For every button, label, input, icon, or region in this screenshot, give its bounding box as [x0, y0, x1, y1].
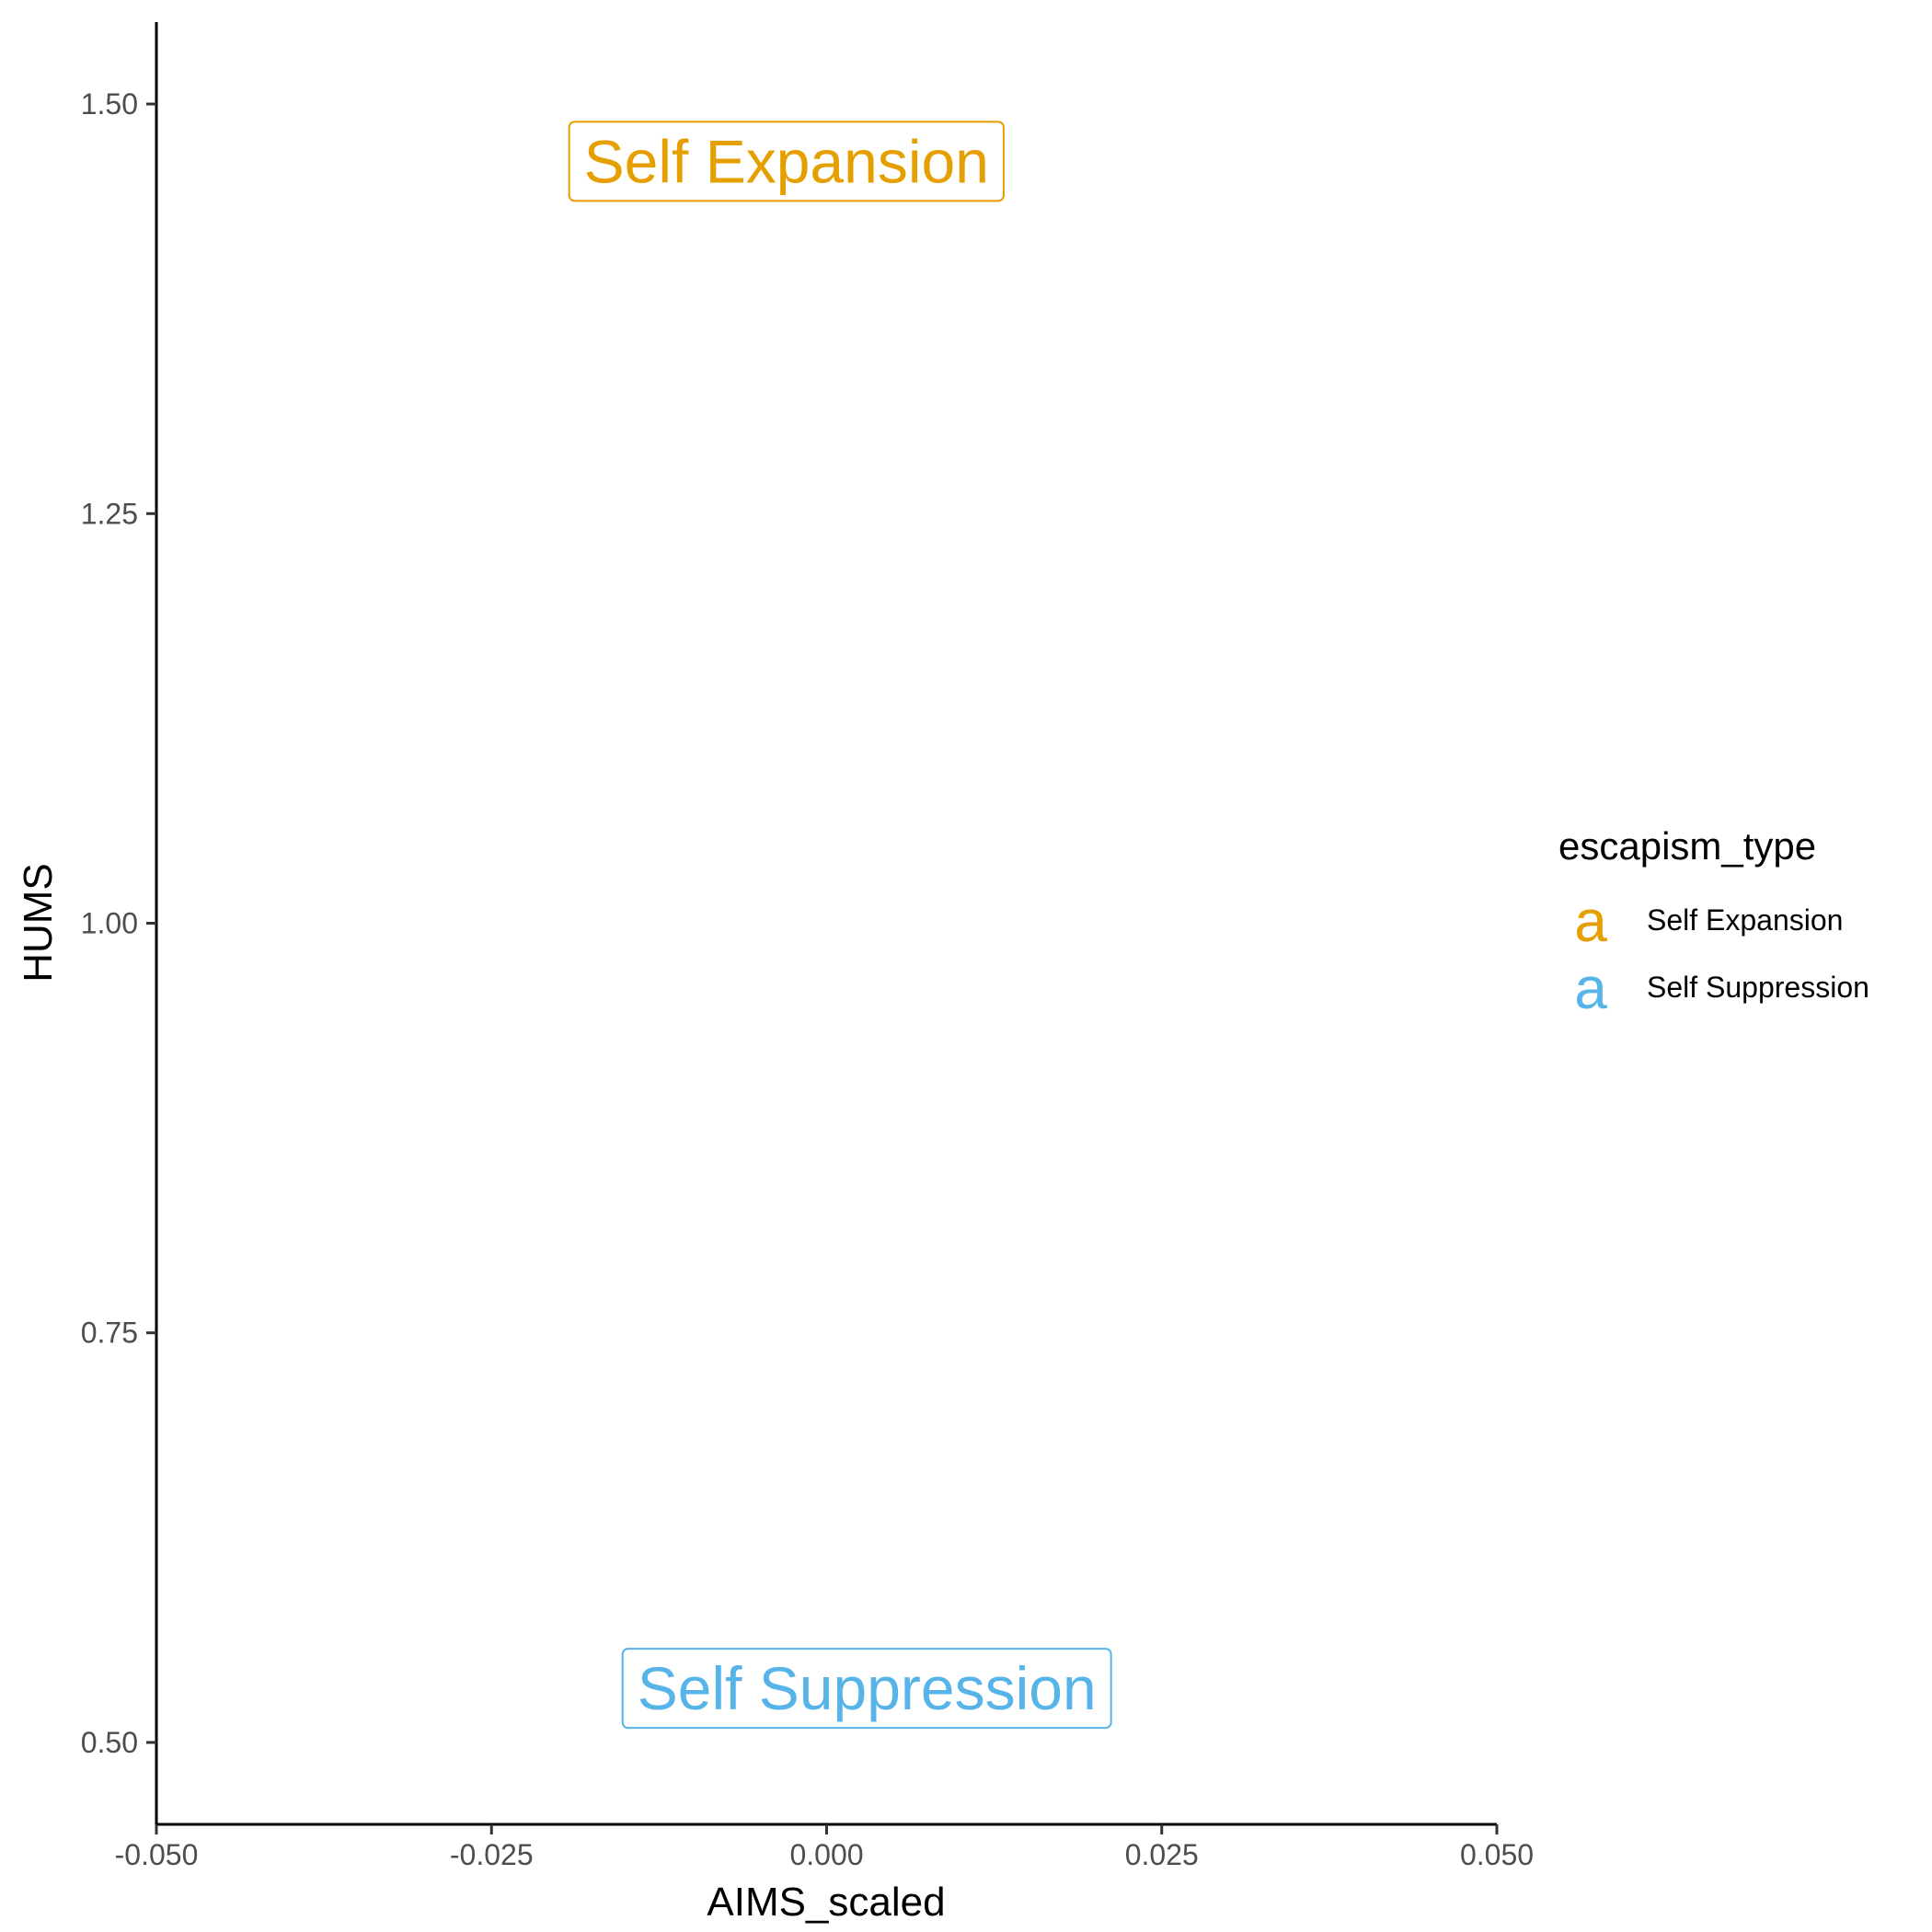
point-label-text: Self Suppression — [638, 1654, 1097, 1722]
point-label-box — [621, 1648, 1112, 1730]
y-axis-ticks: 0.50 0.75 1.00 1.25 1.50 — [81, 87, 156, 1759]
legend-title: escapism_type — [1558, 824, 1816, 868]
plot-area: Self Expansion Self Suppression — [568, 121, 1112, 1730]
legend-key-self-suppression: a — [1574, 955, 1607, 1021]
y-tick-label: 0.75 — [81, 1317, 138, 1350]
y-tick-label: 1.25 — [81, 497, 138, 530]
x-tick-label: 0.025 — [1125, 1838, 1199, 1871]
x-axis-ticks: -0.050 -0.025 0.000 0.025 0.050 — [115, 1824, 1534, 1871]
x-axis-title: AIMS_scaled — [707, 1880, 945, 1925]
x-tick-label: 0.000 — [789, 1838, 863, 1871]
y-axis-title: HUMS — [16, 863, 61, 983]
legend-label-self-suppression: Self Suppression — [1647, 971, 1869, 1004]
x-tick-label: -0.050 — [115, 1838, 199, 1871]
x-tick-label: -0.025 — [450, 1838, 534, 1871]
y-tick-label: 1.50 — [81, 87, 138, 121]
y-tick-label: 1.00 — [81, 907, 138, 940]
legend-key-self-expansion: a — [1574, 888, 1607, 954]
legend-label-self-expansion: Self Expansion — [1647, 903, 1843, 937]
point-label-self-suppression: Self Suppression — [621, 1648, 1112, 1730]
legend: escapism_type a Self Expansion a Self Su… — [1558, 824, 1869, 1021]
point-label-box — [568, 121, 1005, 202]
x-tick-label: 0.050 — [1460, 1838, 1534, 1871]
y-tick-label: 0.50 — [81, 1726, 138, 1759]
point-label-text: Self Expansion — [584, 127, 989, 195]
point-label-self-expansion: Self Expansion — [568, 121, 1005, 202]
